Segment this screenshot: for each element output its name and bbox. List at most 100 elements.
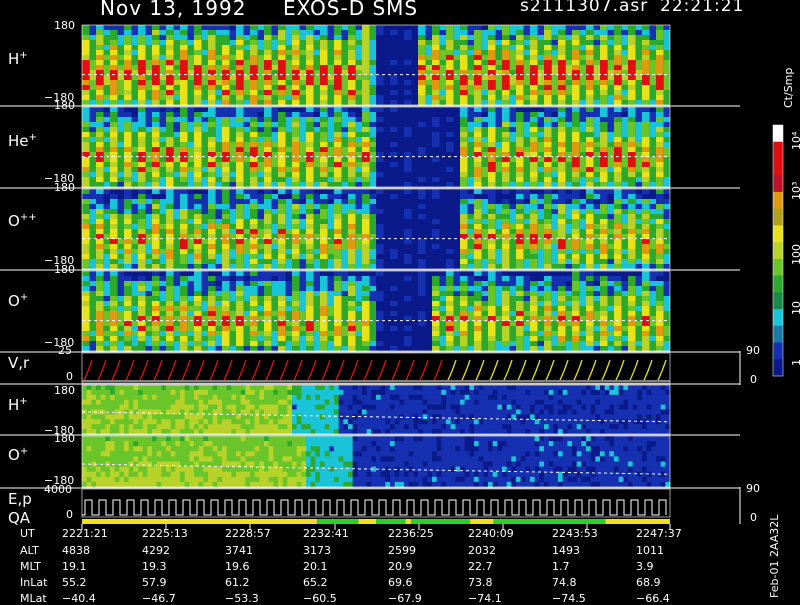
pitch-cell [250,259,258,265]
pitch-cell [216,112,222,118]
pitch-cell [552,142,558,148]
pitch-cell [664,244,670,250]
pitch-cell [328,177,334,183]
pitch-cell [398,127,404,133]
pitch-cell [138,25,146,31]
pitch-cell [90,90,96,96]
pitch-cell [460,219,468,225]
pitch-cell [384,259,390,265]
pitch-cell [530,167,538,173]
pitch-cell [566,224,572,230]
pitch-cell [482,127,488,133]
pitch-cell [356,142,362,148]
pitch-cell [418,239,426,245]
pitch-cell [426,147,432,153]
pitch-cell [432,35,440,41]
pitch-cell [104,182,110,188]
pitch-cell [90,301,96,307]
pitch-cell [558,229,566,235]
pitch-cell [432,177,440,183]
pitch-cell [250,30,258,36]
pitch-cell [328,90,334,96]
pitch-cell [600,244,608,250]
pitch-cell [138,127,146,133]
pitch-cell [306,112,314,118]
pitch-cell [216,214,222,220]
pitch-cell [82,50,90,56]
pitch-cell [110,40,118,46]
pitch-cell [180,341,188,347]
pitch-cell [474,311,482,317]
pitch-cell [244,50,250,56]
pitch-cell [468,40,474,46]
pitch-cell [152,214,160,220]
pitch-cell [376,209,384,215]
pitch-cell [244,142,250,148]
pitch-cell [376,147,384,153]
pitch-cell [132,85,138,91]
pitch-cell [292,55,300,61]
pitch-cell [566,239,572,245]
pitch-cell [258,127,264,133]
pitch-cell [188,219,194,225]
pitch-cell [390,50,398,56]
pitch-cell [502,85,510,91]
pitch-cell [258,189,264,195]
pitch-cell [174,301,180,307]
pitch-cell [488,132,496,138]
pitch-cell [334,199,342,205]
pitch-cell [398,254,404,260]
pitch-cell [82,214,90,220]
pitch-cell [636,95,642,101]
pitch-cell [152,182,160,188]
pitch-cell [530,127,538,133]
pitch-cell [600,209,608,215]
pitch-cell [132,50,138,56]
pitch-cell [272,341,278,347]
pitch-cell [152,259,160,265]
pitch-cell [404,132,412,138]
pitch-cell [502,204,510,210]
pitch-cell [544,117,552,123]
pitch-cell [356,204,362,210]
pitch-cell [502,214,510,220]
pitch-cell [334,341,342,347]
pitch-cell [230,189,236,195]
pitch-cell [510,65,516,71]
pitch-cell [314,90,320,96]
pitch-cell [432,194,440,200]
pitch-cell [188,162,194,168]
pitch-cell [572,142,580,148]
pitch-cell [376,177,384,183]
pitch-cell [664,249,670,255]
pitch-cell [488,177,496,183]
pitch-cell [426,276,432,282]
pitch-cell [104,194,110,200]
pitch-cell [208,112,216,118]
pitch-cell [160,80,166,86]
pitch-cell [230,259,236,265]
pitch-cell [132,30,138,36]
pitch-cell [202,107,208,113]
pitch-cell [250,112,258,118]
pitch-cell [530,229,538,235]
pitch-cell [166,276,174,282]
pitch-cell [636,172,642,178]
pitch-cell [482,229,488,235]
pitch-cell [272,162,278,168]
pitch-cell [110,199,118,205]
pitch-cell [202,254,208,260]
pitch-cell [404,80,412,86]
pitch-cell [110,249,118,255]
pitch-cell [636,244,642,250]
pitch-cell [348,177,356,183]
pitch-cell [292,326,300,332]
pitch-cell [628,254,636,260]
pitch-cell [264,209,272,215]
pitch-cell [552,40,558,46]
pitch-cell [404,122,412,128]
pitch-cell [146,311,152,317]
pitch-cell [384,341,390,347]
pitch-cell [152,45,160,51]
pitch-cell [628,189,636,195]
